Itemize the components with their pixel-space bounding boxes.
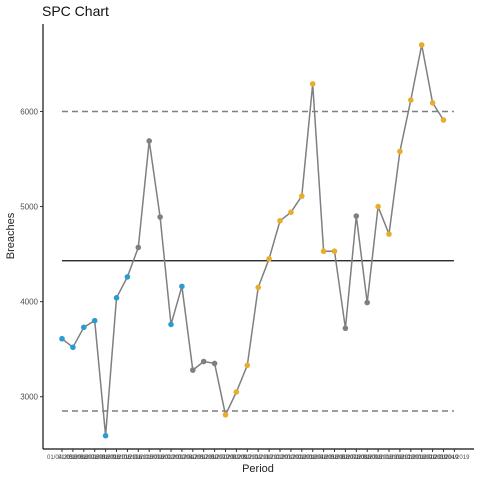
- data-point: [146, 138, 152, 144]
- x-tick-label: 01/04/2016: [47, 455, 78, 461]
- x-tick-label: 01/01/2017: [145, 455, 176, 461]
- data-point: [190, 367, 196, 373]
- x-tick-label: 01/12/2016: [134, 455, 165, 461]
- data-point: [200, 358, 207, 365]
- data-point: [179, 283, 185, 290]
- data-point: [375, 203, 381, 210]
- x-tick-label: 01/05/2016: [58, 455, 89, 461]
- x-tick-label: 01/04/2019: [439, 455, 470, 461]
- x-tick-label: 01/06/2016: [69, 455, 100, 461]
- y-tick-label: 6000: [20, 107, 38, 116]
- x-tick-label: 01/09/2016: [101, 455, 132, 461]
- x-tick-label: 01/04/2017: [178, 455, 209, 461]
- data-point: [244, 362, 251, 369]
- chart-title: SPC Chart: [42, 3, 109, 19]
- data-point: [299, 193, 305, 199]
- x-axis-ticks: 01/04/201601/05/201601/06/201601/07/2016…: [47, 449, 470, 461]
- data-point: [277, 218, 283, 224]
- y-axis-title: Breaches: [5, 212, 17, 259]
- data-point: [222, 411, 229, 418]
- data-point: [266, 256, 272, 262]
- data-point: [418, 42, 425, 48]
- x-tick-label: 01/03/2019: [428, 455, 459, 461]
- data-point: [320, 248, 327, 255]
- x-tick-label: 01/05/2017: [189, 455, 220, 461]
- data-point: [233, 389, 240, 395]
- data-point: [408, 97, 414, 103]
- x-tick-label: 01/06/2017: [200, 455, 231, 461]
- data-point: [168, 321, 174, 328]
- x-tick-label: 01/07/2018: [341, 455, 372, 461]
- x-tick-label: 01/11/2018: [385, 455, 415, 461]
- data-point: [102, 432, 109, 439]
- data-point: [81, 324, 87, 331]
- data-point: [342, 325, 349, 332]
- x-tick-label: 01/01/2019: [407, 455, 438, 461]
- x-tick-label: 01/01/2018: [276, 455, 307, 461]
- data-point: [59, 335, 65, 342]
- data-point: [386, 231, 392, 237]
- y-axis-ticks: 3000 4000 5000 6000: [20, 107, 43, 402]
- y-tick-label: 5000: [20, 203, 38, 212]
- axes: [42, 24, 474, 450]
- x-tick-label: 01/09/2018: [363, 455, 394, 461]
- data-point: [135, 244, 142, 251]
- data-point: [113, 295, 120, 301]
- x-tick-label: 01/10/2018: [374, 455, 405, 461]
- data-point: [331, 248, 338, 255]
- y-tick-label: 3000: [20, 393, 38, 402]
- x-tick-label: 01/08/2018: [352, 455, 383, 461]
- data-point: [309, 81, 316, 87]
- data-point: [440, 117, 447, 123]
- x-tick-label: 01/11/2017: [254, 455, 284, 461]
- data-series: [59, 42, 447, 439]
- x-tick-label: 01/07/2017: [210, 455, 241, 461]
- x-tick-label: 01/03/2018: [298, 455, 329, 461]
- data-point: [288, 209, 294, 216]
- data-point: [255, 284, 261, 291]
- x-tick-label: 01/08/2016: [91, 455, 122, 461]
- x-tick-label: 01/03/2017: [167, 455, 198, 461]
- x-tick-label: 01/02/2019: [418, 455, 449, 461]
- data-point: [124, 274, 131, 280]
- x-tick-label: 01/05/2018: [319, 455, 350, 461]
- x-tick-label: 01/04/2018: [309, 455, 340, 461]
- x-tick-label: 01/06/2018: [330, 455, 361, 461]
- data-point: [91, 317, 98, 324]
- x-tick-label: 01/11/2016: [124, 455, 154, 461]
- data-point: [429, 100, 436, 106]
- x-tick-label: 01/12/2017: [265, 455, 296, 461]
- x-tick-label: 01/07/2016: [80, 455, 111, 461]
- series-line: [61, 44, 445, 437]
- data-point: [397, 148, 403, 155]
- data-point: [353, 213, 360, 219]
- data-point: [211, 360, 218, 367]
- x-tick-label: 01/10/2016: [112, 455, 143, 461]
- x-tick-label: 01/02/2018: [287, 455, 318, 461]
- x-tick-label: 01/12/2018: [396, 455, 427, 461]
- data-point: [364, 299, 371, 306]
- x-axis-title: Period: [242, 463, 274, 475]
- x-tick-label: 01/10/2017: [243, 455, 274, 461]
- x-tick-label: 01/08/2017: [221, 455, 252, 461]
- y-tick-label: 4000: [20, 298, 38, 307]
- x-tick-label: 01/02/2017: [156, 455, 187, 461]
- data-point: [70, 344, 76, 351]
- x-tick-label: 01/09/2017: [232, 455, 263, 461]
- control-limits: [62, 110, 454, 412]
- data-point: [157, 214, 163, 220]
